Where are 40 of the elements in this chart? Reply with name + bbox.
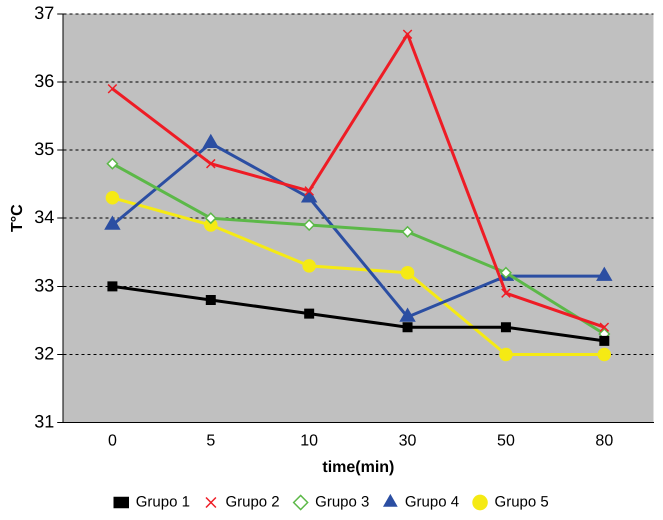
legend-label: Grupo 1 <box>136 494 190 511</box>
y-tick-label: 35 <box>34 139 54 160</box>
point <box>302 259 316 273</box>
x-axis-title: time(min) <box>322 458 394 476</box>
point <box>598 348 612 362</box>
point <box>402 29 413 40</box>
point <box>107 84 118 94</box>
y-tick-label: 31 <box>34 412 54 432</box>
x-tick-label: 10 <box>300 432 318 450</box>
point <box>402 226 414 238</box>
x-tick-label: 80 <box>595 432 614 450</box>
point <box>400 266 414 280</box>
point <box>304 308 314 319</box>
y-tick-label: 36 <box>34 70 54 91</box>
x-tick-label: 0 <box>108 432 117 450</box>
legend-label: Grupo 5 <box>494 494 549 511</box>
x-tick-label: 30 <box>398 432 417 450</box>
y-tick-label: 34 <box>34 207 54 228</box>
x-tick-label: 50 <box>497 432 515 450</box>
y-tick-label: 32 <box>34 343 54 364</box>
point <box>205 212 217 224</box>
point <box>500 288 511 298</box>
point <box>206 294 216 305</box>
point <box>500 322 511 332</box>
point <box>599 322 610 332</box>
legend-label: Grupo 3 <box>315 494 370 511</box>
x-tick-label: 5 <box>206 432 216 450</box>
point <box>106 191 120 205</box>
legend-label: Grupo 2 <box>225 494 280 511</box>
point <box>599 336 610 346</box>
point <box>206 158 216 169</box>
point <box>106 158 118 170</box>
y-axis-title: T°C <box>9 204 26 232</box>
y-tick-label: 33 <box>34 275 54 296</box>
legend-label: Grupo 4 <box>404 494 460 511</box>
point <box>107 281 118 292</box>
point <box>499 348 513 362</box>
y-tick-label: 37 <box>34 2 54 23</box>
point <box>303 219 315 231</box>
point <box>402 322 413 332</box>
